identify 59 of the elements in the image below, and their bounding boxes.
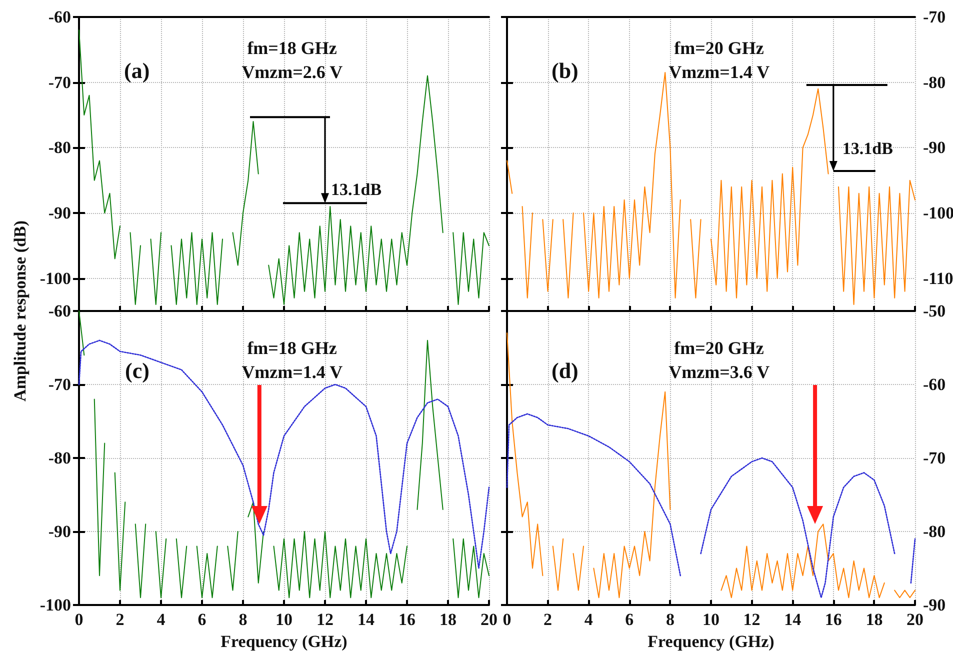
x-tick-label: 2 <box>116 610 124 629</box>
annotation: fm=18 GHz <box>247 38 337 59</box>
x-tick-label: 0 <box>502 610 512 629</box>
x-tick-label: 14 <box>784 610 802 629</box>
annotation: (a) <box>124 58 150 84</box>
x-axis-title: Frequency (GHz) <box>220 632 348 651</box>
annotation: 13.1dB <box>842 139 893 160</box>
y-tick-label: -90 <box>923 138 946 158</box>
x-tick-label: 18 <box>440 610 456 629</box>
x-tick-label: 12 <box>743 610 760 629</box>
annotation: fm=20 GHz <box>674 338 764 359</box>
x-tick-label: 10 <box>702 610 720 629</box>
y-tick-label: -70 <box>48 375 71 394</box>
y-tick-label: -100 <box>40 268 71 288</box>
y-tick-label: -80 <box>923 522 946 541</box>
annotation: Vmzm=1.4 V <box>242 362 343 383</box>
annotation: (b) <box>552 58 578 84</box>
x-tick-label: 20 <box>906 610 924 629</box>
y-tick-label: -70 <box>48 72 71 92</box>
x-tick-label: 6 <box>198 610 206 629</box>
y-tick-label: -70 <box>923 448 946 468</box>
x-tick-label: 12 <box>316 610 334 629</box>
y-tick-label: -110 <box>923 268 953 288</box>
x-tick-label: 10 <box>276 610 292 629</box>
x-tick-label: 18 <box>866 610 883 629</box>
annotation: Vmzm=1.4 V <box>668 62 770 83</box>
x-tick-label: 20 <box>480 610 498 629</box>
annotation: Vmzm=3.6 V <box>668 362 770 383</box>
y-tick-label: -70 <box>923 8 946 26</box>
y-tick-label: -60 <box>48 302 71 320</box>
annotation: (c) <box>125 358 150 384</box>
y-tick-label: -80 <box>923 72 946 92</box>
annotation: (d) <box>552 358 578 384</box>
x-tick-label: 8 <box>238 610 248 629</box>
annotation: fm=18 GHz <box>247 338 337 359</box>
y-axis-title: Amplitude response (dB) <box>10 220 30 402</box>
y-tick-label: -60 <box>923 375 946 394</box>
x-tick-label: 14 <box>358 610 375 629</box>
x-tick-label: 16 <box>824 610 842 629</box>
x-tick-label: 0 <box>74 610 84 629</box>
annotation: 13.1dB <box>331 180 382 200</box>
x-axis-title: Frequency (GHz) <box>648 632 774 651</box>
x-tick-label: 4 <box>156 610 166 629</box>
x-tick-label: 6 <box>625 610 634 629</box>
y-tick-label: -80 <box>48 448 71 468</box>
x-tick-label: 8 <box>666 610 674 629</box>
x-tick-label: 4 <box>584 610 594 629</box>
y-tick-label: -50 <box>923 302 946 320</box>
y-tick-label: -100 <box>40 596 71 614</box>
y-tick-label: -60 <box>48 8 71 26</box>
x-tick-label: 2 <box>544 610 552 629</box>
y-tick-label: -90 <box>48 522 71 541</box>
annotation: fm=20 GHz <box>674 38 764 59</box>
annotation: Vmzm=2.6 V <box>242 62 343 83</box>
x-tick-label: 16 <box>398 610 416 629</box>
line-series <box>78 340 490 569</box>
y-tick-label: -80 <box>48 138 71 158</box>
y-tick-label: -90 <box>48 204 71 222</box>
y-tick-label: -90 <box>923 596 946 614</box>
